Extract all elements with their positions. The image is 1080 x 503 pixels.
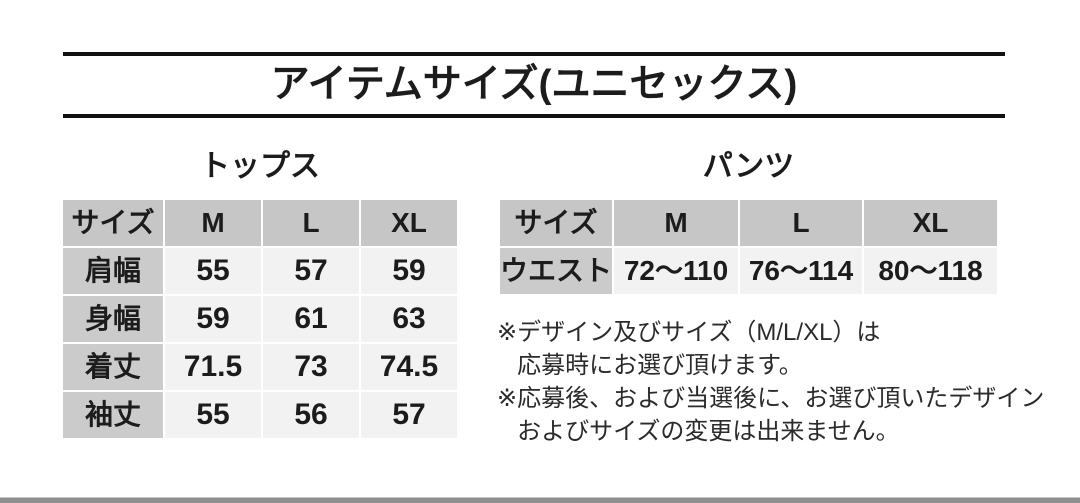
tops-cell-length-m: 71.5 bbox=[165, 344, 261, 390]
tops-size-table: サイズ M L XL 肩幅 55 57 59 身幅 59 61 63 着丈 71… bbox=[63, 200, 457, 438]
pants-cell-waist-xl: 80〜118 bbox=[864, 248, 997, 294]
tops-cell-chest-xl: 63 bbox=[361, 296, 457, 342]
note-marker: ※ bbox=[497, 319, 518, 346]
note-line: 応募時にお選び頂けます。 bbox=[517, 352, 803, 379]
pants-section-heading: パンツ bbox=[702, 150, 795, 183]
tops-header-l: L bbox=[263, 200, 359, 246]
tops-section-heading: トップス bbox=[200, 150, 320, 183]
tops-cell-sleeve-l: 56 bbox=[263, 392, 359, 438]
tops-row-label-chest: 身幅 bbox=[63, 296, 163, 342]
pants-header-xl: XL bbox=[864, 200, 997, 246]
note-text: デザイン及びサイズ（M/L/XL）は 応募時にお選び頂けます。 bbox=[517, 316, 1057, 382]
tops-cell-shoulder-m: 55 bbox=[165, 248, 261, 294]
note-marker: ※ bbox=[497, 385, 518, 412]
footnotes: ※ デザイン及びサイズ（M/L/XL）は 応募時にお選び頂けます。 ※ 応募後、… bbox=[497, 316, 1057, 448]
footnote-no-changes: ※ 応募後、および当選後に、お選び頂いたデザイン およびサイズの変更は出来ません… bbox=[497, 382, 1057, 448]
tops-cell-chest-l: 61 bbox=[263, 296, 359, 342]
tops-header-xl: XL bbox=[361, 200, 457, 246]
pants-cell-waist-l: 76〜114 bbox=[740, 248, 862, 294]
tops-row-label-length: 着丈 bbox=[63, 344, 163, 390]
tops-cell-sleeve-m: 55 bbox=[165, 392, 261, 438]
tops-header-size: サイズ bbox=[63, 200, 163, 246]
note-line: デザイン及びサイズ（M/L/XL）は bbox=[517, 319, 881, 346]
tops-cell-chest-m: 59 bbox=[165, 296, 261, 342]
tops-cell-length-xl: 74.5 bbox=[361, 344, 457, 390]
pants-size-table: サイズ M L XL ウエスト 72〜110 76〜114 80〜118 bbox=[500, 200, 997, 294]
pants-cell-waist-m: 72〜110 bbox=[614, 248, 738, 294]
tops-cell-sleeve-xl: 57 bbox=[361, 392, 457, 438]
tops-cell-shoulder-xl: 59 bbox=[361, 248, 457, 294]
pants-row-label-waist: ウエスト bbox=[500, 248, 612, 294]
pants-header-l: L bbox=[740, 200, 862, 246]
footnote-size-selection: ※ デザイン及びサイズ（M/L/XL）は 応募時にお選び頂けます。 bbox=[497, 316, 1057, 382]
title-band: アイテムサイズ(ユニセックス) bbox=[63, 52, 1005, 118]
tops-row-label-shoulder: 肩幅 bbox=[63, 248, 163, 294]
tops-header-m: M bbox=[165, 200, 261, 246]
tops-cell-length-l: 73 bbox=[263, 344, 359, 390]
page-title: アイテムサイズ(ユニセックス) bbox=[270, 63, 798, 106]
note-line: およびサイズの変更は出来ません。 bbox=[517, 418, 900, 445]
tops-cell-shoulder-l: 57 bbox=[263, 248, 359, 294]
note-text: 応募後、および当選後に、お選び頂いたデザイン およびサイズの変更は出来ません。 bbox=[517, 382, 1057, 448]
note-line: 応募後、および当選後に、お選び頂いたデザイン bbox=[517, 385, 1045, 412]
pants-header-m: M bbox=[614, 200, 738, 246]
bottom-edge-bar bbox=[0, 497, 1080, 503]
pants-header-size: サイズ bbox=[500, 200, 612, 246]
tops-row-label-sleeve: 袖丈 bbox=[63, 392, 163, 438]
